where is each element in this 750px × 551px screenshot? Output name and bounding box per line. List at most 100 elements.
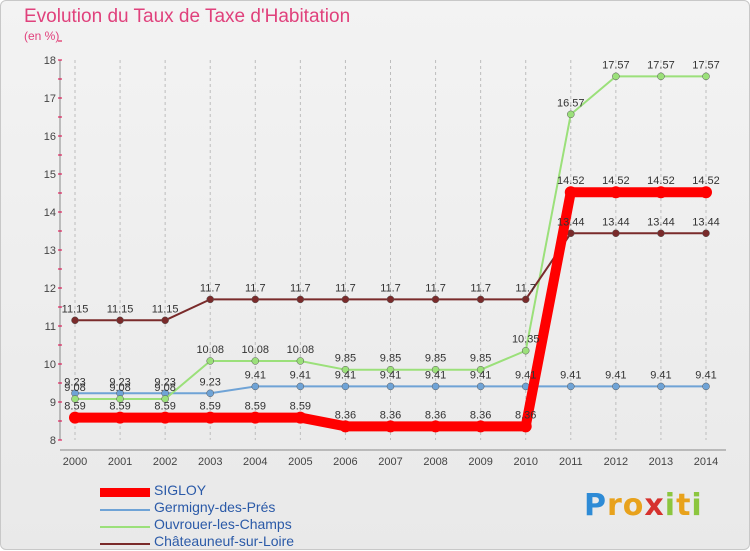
x-tick-label: 2006 (333, 456, 357, 468)
y-tick-label: 8 (50, 435, 56, 447)
data-point (386, 365, 395, 374)
data-label: 11.7 (245, 282, 266, 294)
data-label: 13.44 (557, 216, 585, 228)
data-label: 9.85 (470, 353, 491, 365)
data-point (567, 382, 575, 391)
legend-swatch (100, 526, 150, 528)
legend-item: Châteauneuf-sur-Loire (100, 533, 400, 551)
data-point (431, 295, 440, 304)
y-tick-label: 13 (44, 245, 56, 257)
data-label: 9.85 (425, 353, 446, 365)
data-point (384, 420, 397, 433)
proxiti-logo: Proxiti (584, 488, 703, 523)
data-label: 9.08 (154, 382, 175, 394)
data-label: 9.41 (380, 369, 401, 381)
data-label: 8.36 (380, 409, 401, 421)
data-point (657, 72, 665, 81)
logo-letter: i (664, 488, 677, 523)
series-lines (69, 72, 712, 433)
data-label: 9.41 (560, 369, 581, 381)
data-point (341, 295, 350, 304)
data-label: 11.15 (62, 303, 89, 315)
data-point (159, 411, 172, 424)
data-point (114, 411, 127, 424)
chart-subtitle: (en %) (24, 29, 60, 43)
data-point (116, 316, 124, 325)
data-label: 14.52 (602, 175, 630, 187)
legend-swatch (100, 543, 150, 545)
data-label: 9.85 (380, 353, 401, 365)
data-label: 17.57 (692, 59, 720, 71)
data-label: 9.41 (425, 369, 446, 381)
data-point (161, 316, 169, 325)
data-point (654, 186, 667, 199)
data-label: 8.36 (425, 409, 446, 421)
data-point (474, 420, 487, 433)
legend-item: Germigny-des-Prés (100, 499, 400, 517)
data-point (71, 316, 79, 325)
logo-letter: o (622, 488, 645, 523)
data-point (476, 295, 485, 304)
data-point (700, 186, 712, 199)
data-label: 9.41 (605, 369, 626, 381)
data-label: 8.59 (154, 401, 175, 413)
data-point (429, 420, 442, 433)
x-tick-label: 2000 (63, 456, 87, 468)
data-label: 9.23 (64, 376, 85, 388)
data-label: 9.08 (109, 382, 130, 394)
data-label: 11.7 (470, 282, 491, 294)
y-tick-label: 12 (44, 283, 56, 295)
data-label: 9.41 (470, 369, 491, 381)
data-point (341, 382, 350, 391)
data-point (612, 382, 620, 391)
x-tick-label: 2003 (198, 456, 222, 468)
data-point (204, 411, 217, 424)
data-label: 9.23 (154, 376, 175, 388)
data-label: 17.57 (647, 59, 675, 71)
data-point (69, 411, 81, 424)
data-label: 14.52 (692, 175, 720, 187)
data-point (294, 411, 307, 424)
data-point (476, 382, 485, 391)
data-point (702, 229, 710, 238)
data-point (341, 365, 350, 374)
data-label: 8.59 (290, 401, 311, 413)
legend-swatch (100, 509, 150, 511)
x-tick-label: 2005 (288, 456, 312, 468)
data-label: 16.57 (557, 97, 585, 109)
data-label: 13.44 (647, 216, 675, 228)
data-point (702, 382, 710, 391)
logo-letter: r (607, 488, 623, 523)
legend-label: Ouvrouer-les-Champs (154, 516, 292, 532)
data-point (339, 420, 352, 433)
x-tick-label: 2001 (108, 456, 132, 468)
logo-letter: i (691, 488, 703, 523)
y-tick-label: 16 (44, 131, 56, 143)
data-label: 11.7 (425, 282, 446, 294)
data-point (161, 395, 169, 403)
x-tick-label: 2011 (559, 456, 583, 468)
data-point (431, 365, 440, 374)
data-point (521, 346, 530, 355)
data-point (206, 357, 214, 365)
data-point (657, 382, 665, 391)
data-point (386, 295, 395, 304)
x-tick-label: 2013 (649, 456, 673, 468)
data-label: 9.41 (650, 369, 671, 381)
data-point (386, 382, 395, 391)
data-label: 9.41 (290, 369, 311, 381)
legend-item: Ouvrouer-les-Champs (100, 516, 400, 534)
data-point (296, 295, 305, 304)
x-tick-label: 2004 (243, 456, 267, 468)
data-label: 11.7 (200, 282, 221, 294)
y-tick-label: 14 (44, 207, 56, 219)
data-label: 11.15 (152, 303, 179, 315)
chart-title: Evolution du Taux de Taxe d'Habitation (24, 6, 351, 27)
data-label: 8.59 (245, 401, 266, 413)
data-label: 9.23 (109, 376, 130, 388)
data-label: 11.7 (380, 282, 401, 294)
x-tick-label: 2009 (468, 456, 492, 468)
y-tick-label: 11 (45, 321, 56, 333)
data-point (251, 357, 260, 365)
